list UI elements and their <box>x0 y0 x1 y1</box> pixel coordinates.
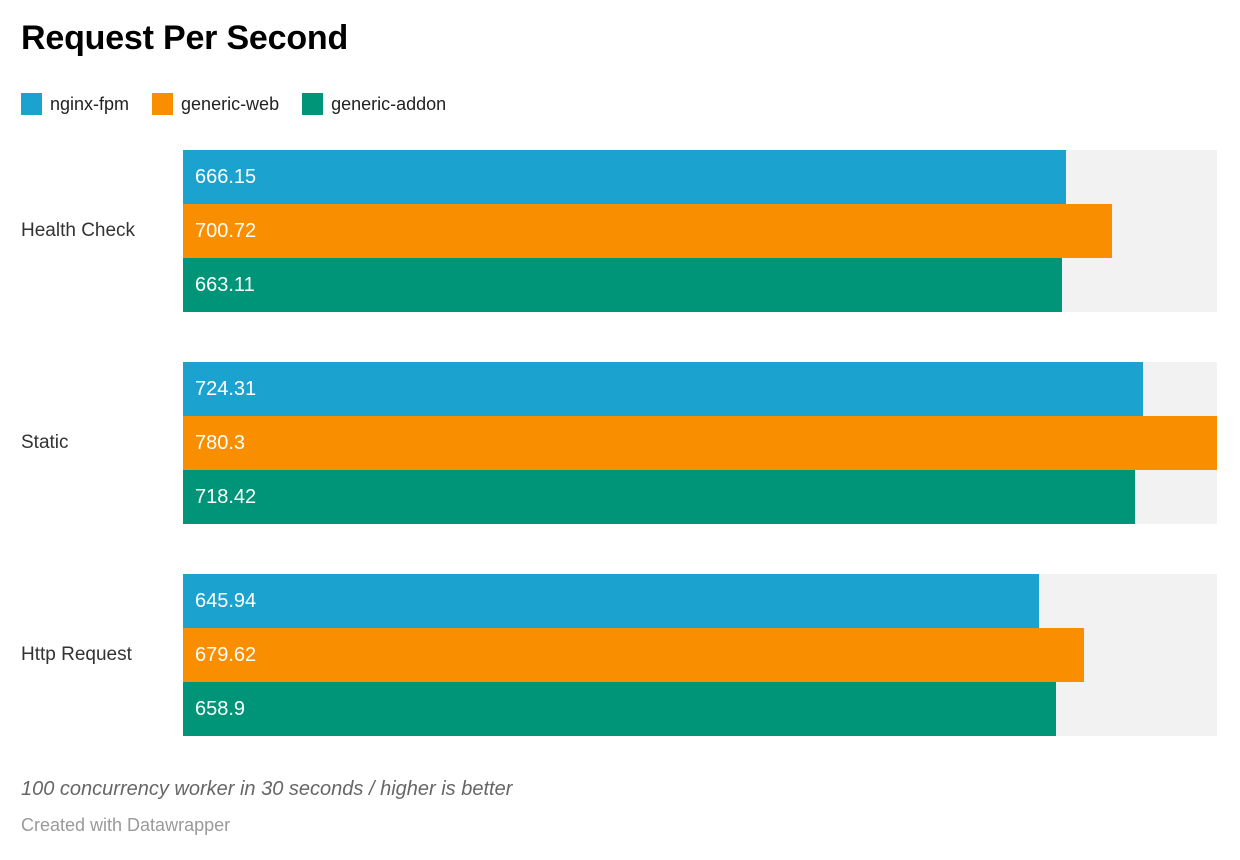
legend-label: generic-web <box>181 93 280 114</box>
bar-generic-addon: 718.42 <box>183 470 1135 524</box>
bar-track: 666.15 700.72 663.11 <box>183 150 1217 312</box>
bar-generic-web: 679.62 <box>183 628 1084 682</box>
legend-label: nginx-fpm <box>50 93 130 114</box>
bar-generic-web: 700.72 <box>183 204 1112 258</box>
bar-nginx-fpm: 724.31 <box>183 362 1143 416</box>
legend-item-generic-web: generic-web <box>152 93 279 115</box>
bar-value-label: 679.62 <box>195 644 257 666</box>
datawrapper-attribution: Created with Datawrapper <box>21 815 231 835</box>
chart-row: Http Request 645.94 679.62 658.9 <box>0 574 1240 736</box>
legend-label: generic-addon <box>331 93 447 114</box>
bar-value-label: 780.3 <box>195 432 246 454</box>
bar-generic-addon: 658.9 <box>183 682 1057 736</box>
category-label: Static <box>21 432 69 453</box>
bar-value-label: 718.42 <box>195 486 257 508</box>
bar-value-label: 700.72 <box>195 220 257 242</box>
legend-swatch-icon <box>302 93 324 115</box>
bar-track: 724.31 780.3 718.42 <box>183 362 1217 524</box>
chart-row: Health Check 666.15 700.72 663.11 <box>0 150 1240 312</box>
bar-generic-addon: 663.11 <box>183 258 1062 312</box>
chart-title: Request Per Second <box>21 19 349 57</box>
chart-row: Static 724.31 780.3 718.42 <box>0 362 1240 524</box>
bar-generic-web: 780.3 <box>183 416 1217 470</box>
bar-nginx-fpm: 666.15 <box>183 150 1066 204</box>
category-label: Health Check <box>21 220 136 241</box>
bar-value-label: 658.9 <box>195 698 246 720</box>
bar-value-label: 663.11 <box>195 274 255 296</box>
category-label: Http Request <box>21 644 132 665</box>
bar-value-label: 666.15 <box>195 166 257 188</box>
bar-nginx-fpm: 645.94 <box>183 574 1039 628</box>
legend-swatch-icon <box>152 93 174 115</box>
bar-track: 645.94 679.62 658.9 <box>183 574 1217 736</box>
bar-value-label: 645.94 <box>195 590 257 612</box>
bar-value-label: 724.31 <box>195 378 257 400</box>
bar-chart: Health Check 666.15 700.72 663.11 Static 724.… <box>0 150 1240 786</box>
legend: nginx-fpm generic-web generic-addon <box>21 93 446 115</box>
legend-swatch-icon <box>21 93 42 115</box>
legend-item-generic-addon: generic-addon <box>302 93 446 115</box>
legend-item-nginx-fpm: nginx-fpm <box>21 93 129 115</box>
chart-note: 100 concurrency worker in 30 seconds / h… <box>21 778 513 800</box>
